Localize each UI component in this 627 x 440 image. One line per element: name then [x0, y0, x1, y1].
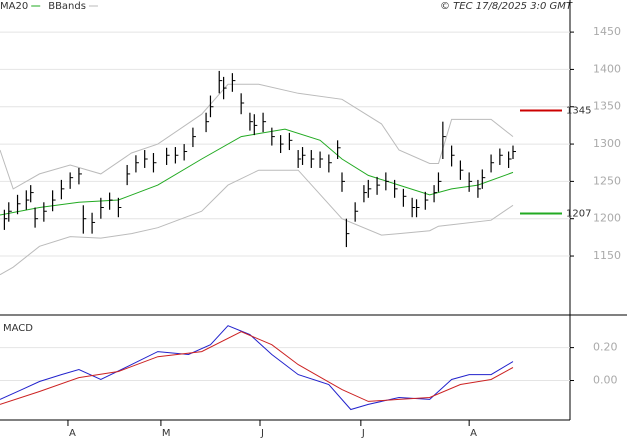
x-tick-label: J	[260, 428, 264, 439]
band-lower	[0, 169, 514, 276]
y-tick-label: 0.00	[593, 374, 618, 387]
y-tick-label: 1350	[593, 100, 621, 113]
y-tick-label: 1150	[593, 249, 621, 262]
panel-title: MACD	[3, 323, 33, 334]
y-tick-label: 1300	[593, 137, 621, 150]
y-tick-label: 1450	[593, 25, 621, 38]
macd-line	[0, 325, 514, 411]
x-tick-label: A	[470, 428, 477, 439]
level-label: 1207	[566, 208, 591, 219]
y-tick-label: 1400	[593, 62, 621, 75]
x-tick-label: J	[361, 428, 365, 439]
y-tick-label: 1200	[593, 212, 621, 225]
y-tick-label: 1250	[593, 174, 621, 187]
level-label: 1345	[566, 105, 591, 116]
legend-label: BBands	[48, 1, 86, 12]
y-tick-label: 0.20	[593, 341, 618, 354]
x-tick-label: A	[69, 428, 76, 439]
x-tick-label: M	[162, 428, 171, 439]
legend-label: MA20	[0, 1, 28, 12]
macd-line	[0, 331, 514, 405]
credit: © TEC 17/8/2025 3:0 GMT	[440, 1, 573, 12]
band-upper	[0, 83, 514, 190]
ma-line	[0, 128, 514, 216]
